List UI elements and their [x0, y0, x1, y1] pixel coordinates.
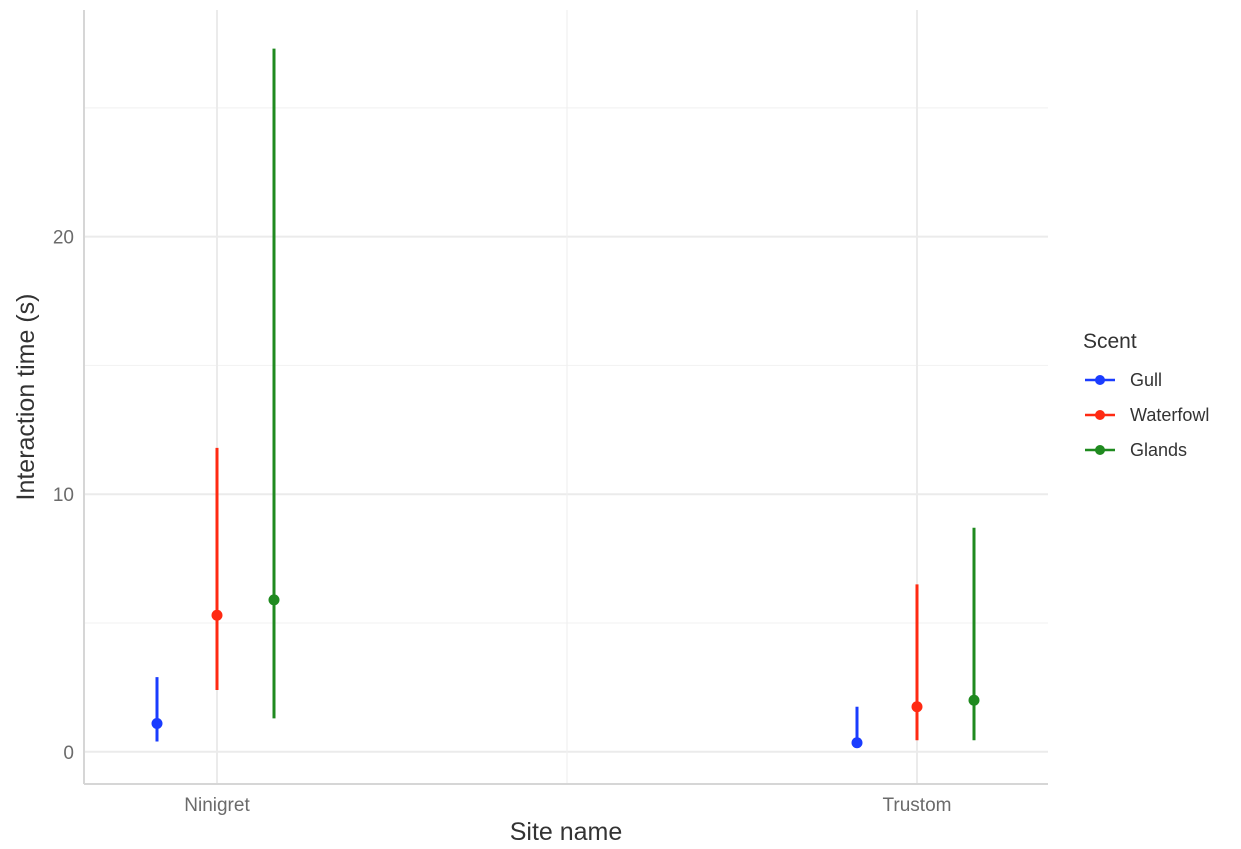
y-axis-title: Interaction time (s): [12, 293, 40, 500]
tick-labels: 0 10 20 Ninigret Trustom: [53, 228, 952, 816]
data-marks: [151, 48, 980, 749]
legend-title: Scent: [1083, 330, 1137, 353]
legend-label: Glands: [1130, 440, 1187, 460]
grid-lines: [84, 10, 1048, 784]
data-point: [968, 694, 980, 706]
data-point: [151, 717, 163, 729]
legend-key-point: [1095, 375, 1105, 385]
legend: Scent Gull Waterfowl Glands: [1083, 330, 1209, 460]
legend-label: Gull: [1130, 370, 1162, 390]
y-tick-label: 10: [53, 485, 74, 506]
data-point: [851, 737, 863, 749]
data-point: [211, 609, 223, 621]
legend-label: Waterfowl: [1130, 405, 1209, 425]
axes: [83, 10, 1048, 785]
data-point: [268, 594, 280, 606]
x-tick-label: Ninigret: [184, 795, 250, 816]
x-axis-title: Site name: [510, 818, 623, 846]
legend-key-point: [1095, 445, 1105, 455]
data-point: [911, 701, 923, 713]
x-tick-label: Trustom: [883, 795, 952, 816]
y-tick-label: 0: [63, 743, 74, 764]
y-tick-label: 20: [53, 228, 74, 249]
legend-key-point: [1095, 410, 1105, 420]
